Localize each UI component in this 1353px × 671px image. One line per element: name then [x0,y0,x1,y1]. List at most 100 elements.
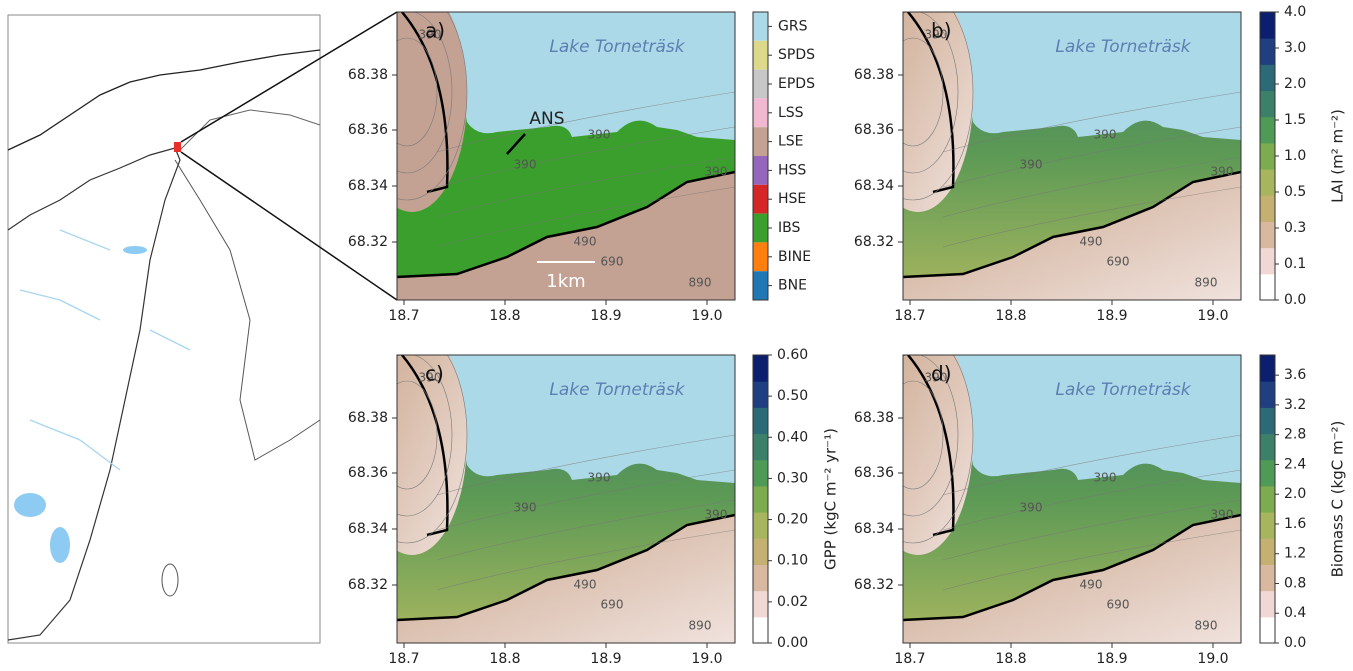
x-tick-label: 18.8 [489,651,520,667]
colorbar-tick-label: 0.0 [1284,635,1306,651]
contour-label: 490 [1080,578,1103,592]
colorbar-tick-label: 0.0 [1284,292,1306,308]
coastline [7,147,181,641]
contour-label: 490 [574,578,597,592]
y-tick-label: 68.38 [348,410,388,426]
colorbar-tick-label: 0.60 [777,347,808,363]
contour-label: 390 [419,371,442,385]
contour-label: 390 [1211,165,1234,179]
x-tick-label: 18.9 [1096,651,1127,667]
treeline [903,12,1241,279]
treeline [903,355,1241,622]
legend-swatch [753,98,768,128]
colorbar-step [1260,381,1275,408]
contour-line [942,469,1241,531]
panel-label: d) [931,362,952,386]
y-tick-label: 68.34 [854,521,894,537]
x-tick-label: 18.8 [489,308,520,324]
x-tick-label: 18.7 [894,308,925,324]
contour-label: 390 [588,128,611,142]
contour-label: 690 [601,255,624,269]
colorbar-step [1260,169,1275,196]
colorbar-tick-label: 1.6 [1284,516,1306,532]
contour-line [436,499,735,561]
colorbar-tick-label: 1.2 [1284,546,1306,562]
contour-label: 390 [514,158,537,172]
contour-label: 690 [601,598,624,612]
colorbar-tick-label: 0.10 [777,553,808,569]
colorbar-step [1260,247,1275,275]
colorbar-tick-label: 1.0 [1284,148,1306,164]
colorbar-step [1260,433,1275,461]
colorbar-label: LAI (m² m⁻²) [1329,109,1347,203]
contour-line [942,126,1241,188]
y-tick-label: 68.38 [348,67,388,83]
legend-colorbar: GRS SPDS EPDS LSS LSE HSS HSE IBS BINE BNE [752,11,815,301]
colorbar-tick-label: 0.1 [1284,256,1306,272]
contour-line [903,380,944,490]
colorbar-tick-label: 0.40 [777,429,808,445]
colorbar-step [1260,485,1275,513]
colorbar-label: GPP (kgC m⁻² yr⁻¹) [822,428,840,570]
contour-label: 390 [1211,508,1234,522]
panel-frame [902,354,1242,644]
contour-line [942,529,1241,591]
contour-label: 690 [1107,598,1130,612]
colorbar-tick-label: 3.0 [1284,40,1306,56]
colorbar-step [1260,538,1275,565]
colorbar-step [1260,221,1275,249]
contour-label: 390 [1020,501,1043,515]
study-area-box [174,142,181,152]
y-tick-label: 68.36 [348,465,388,481]
colorbar-tick-label: 3.2 [1284,397,1306,413]
colorbar-step [1260,195,1275,222]
colorbar-tick-label: 4.0 [1284,4,1306,20]
contour-line [436,186,735,248]
colorbar-tick-label: 0.5 [1284,184,1306,200]
x-tick-label: 19.0 [691,651,722,667]
contour-label: 890 [689,619,712,633]
panel-frame [396,354,736,644]
lake [123,246,147,254]
lake-label: Lake Torneträsk [1055,380,1191,400]
island [161,563,179,597]
colorbar-step [1260,38,1275,65]
map-panel: 390 390 390 390 490 690 890 c) Lake Torneträsk 18… [348,354,736,667]
panel-map: 390 390 390 390 490 690 890 [397,355,735,643]
colorbar-step [1260,512,1275,539]
contour-label: 390 [1094,128,1117,142]
colorbar-step [1260,616,1275,644]
overview-map [7,11,398,644]
x-tick-label: 18.7 [388,651,419,667]
colorbar-step [1260,407,1275,435]
y-tick-label: 68.36 [854,465,894,481]
colorbar: 0.0 0.4 0.8 1.2 1.6 2.0 2.4 2.8 3.2 3.6 Biomass C … [1259,354,1347,651]
lake-label: Lake Torneträsk [549,380,685,400]
x-tick-label: 19.0 [691,308,722,324]
contour-line [397,37,438,147]
colorbar-step [1260,142,1275,170]
legend-swatch [753,69,768,99]
colorbar-tick-label: 2.4 [1284,456,1306,472]
y-tick-label: 68.32 [348,577,388,593]
contour-line [903,12,974,201]
contour-line [436,91,735,153]
coastline [7,49,321,151]
legend-swatch [753,184,768,214]
mountain [397,515,735,643]
coastline [174,159,321,461]
colorbar-step [753,512,768,539]
colorbar-tick-label: 0.4 [1284,605,1306,621]
mountain [903,515,1241,643]
zoom-line [180,151,398,301]
colorbar-step [1260,90,1275,118]
colorbar-tick-label: 0.02 [777,594,808,610]
lake [14,493,46,517]
x-tick-label: 19.0 [1197,308,1228,324]
colorbar-step [753,538,768,565]
contour-line [903,12,959,174]
contour-line [397,380,438,490]
mountain [903,172,1241,300]
colorbar-step [1260,590,1275,618]
